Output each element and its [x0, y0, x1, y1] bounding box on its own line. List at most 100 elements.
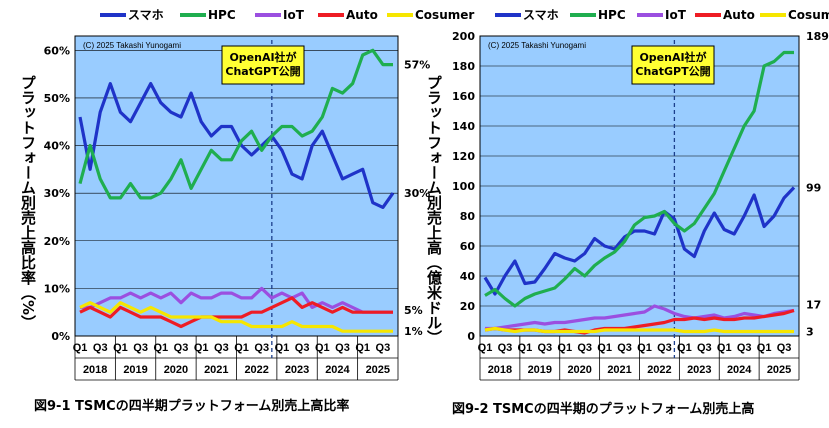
x-tick-label: Q1	[478, 342, 493, 354]
y-tick-label: 60%	[44, 44, 70, 57]
series-end-label: 30%	[404, 187, 430, 200]
x-year-label: 2018	[83, 364, 107, 376]
series-end-label: 57%	[404, 59, 430, 72]
series-end-label: 5%	[404, 304, 423, 317]
legend-label: Auto	[723, 8, 755, 22]
x-tick-label: Q3	[498, 342, 513, 354]
x-tick-label: Q3	[376, 342, 391, 354]
annotation-box	[221, 45, 305, 85]
figure-caption: 図9-1 TSMCの四半期プラットフォーム別売上高比率	[34, 398, 349, 414]
y-axis-label: プラットフォーム別売上高（億米ドル）	[425, 75, 443, 345]
x-year-label: 2021	[204, 364, 228, 376]
x-tick-label: Q3	[295, 342, 310, 354]
legend-label: IoT	[665, 8, 687, 22]
legend-label: HPC	[208, 8, 236, 22]
series-line-1	[484, 50, 794, 308]
x-year-label: 2022	[244, 364, 268, 376]
y-tick-label: 20%	[44, 235, 70, 248]
y-tick-label: 0%	[51, 330, 70, 343]
x-tick-label: Q3	[697, 342, 712, 354]
annotation-text: ChatGPT公開	[635, 65, 710, 78]
series-end-label: 1%	[404, 325, 423, 338]
x-year-label: 2019	[123, 364, 147, 376]
x-year-label: 2024	[325, 364, 350, 376]
x-tick-label: Q3	[537, 342, 552, 354]
x-tick-label: Q1	[717, 342, 732, 354]
x-tick-label: Q3	[577, 342, 592, 354]
y-tick-label: 180	[452, 60, 475, 73]
series-end-label: 189	[806, 30, 829, 43]
series-line-1	[78, 48, 393, 200]
x-tick-label: Q3	[617, 342, 632, 354]
x-year-label: 2021	[607, 364, 631, 376]
x-tick-label: Q3	[133, 342, 148, 354]
y-tick-label: 120	[452, 150, 475, 163]
x-tick-label: Q1	[73, 342, 88, 354]
legend-label: スマホ	[523, 8, 559, 22]
series-end-label: 99	[806, 182, 821, 195]
series-line-0	[78, 81, 395, 209]
x-tick-label: Q1	[518, 342, 533, 354]
series-line-3	[79, 296, 393, 329]
x-tick-label: Q1	[194, 342, 209, 354]
x-year-label: 2025	[366, 364, 390, 376]
figure-caption: 図9-2 TSMCの四半期のプラットフォーム別売上高	[452, 401, 754, 417]
y-tick-label: 40	[460, 270, 476, 283]
x-tick-label: Q3	[93, 342, 108, 354]
series-line-4	[79, 301, 393, 333]
y-tick-label: 40%	[44, 140, 70, 153]
legend-label: Auto	[346, 8, 378, 22]
annotation-text: ChatGPT公開	[225, 65, 300, 78]
x-year-label: 2023	[687, 364, 711, 376]
annotation-box	[631, 45, 715, 85]
series-line-0	[483, 186, 796, 296]
x-tick-label: Q3	[335, 342, 350, 354]
annotation-text: OpenAI社が	[229, 50, 296, 64]
y-axis-label: プラットフォーム別売上高比率（%）	[19, 75, 37, 330]
x-tick-label: Q1	[153, 342, 168, 354]
legend-label: Cosumer	[415, 8, 474, 22]
copyright-text: (C) 2025 Takashi Yunogami	[83, 41, 181, 50]
y-tick-label: 50%	[44, 92, 70, 105]
x-year-label: 2022	[647, 364, 671, 376]
x-year-label: 2023	[285, 364, 309, 376]
y-tick-label: 160	[452, 90, 475, 103]
x-tick-label: Q3	[657, 342, 672, 354]
y-tick-label: 30%	[44, 187, 70, 200]
x-tick-label: Q1	[757, 342, 772, 354]
y-tick-label: 60	[460, 240, 476, 253]
x-tick-label: Q1	[597, 342, 612, 354]
x-tick-label: Q3	[174, 342, 189, 354]
y-tick-label: 80	[460, 210, 476, 223]
x-tick-label: Q1	[234, 342, 249, 354]
legend-label: Cosumer	[788, 8, 829, 22]
y-tick-label: 0	[467, 330, 475, 343]
x-year-label: 2020	[567, 364, 591, 376]
x-tick-label: Q1	[355, 342, 370, 354]
chart-1: 0% 10% 20% 30% 40% 50% 60% Q1 Q3 2018 Q1 Q3 2019 Q1 Q3…	[19, 8, 474, 414]
x-tick-label: Q3	[214, 342, 229, 354]
x-year-label: 2025	[767, 364, 791, 376]
y-tick-label: 100	[452, 180, 475, 193]
x-tick-label: Q3	[254, 342, 269, 354]
x-tick-label: Q1	[315, 342, 330, 354]
x-tick-label: Q1	[557, 342, 572, 354]
y-tick-label: 140	[452, 120, 475, 133]
chart-2: 0 20 40 60 80 100 120 140 160 180 200 Q1 Q3 2018 Q1 Q3 2…	[425, 8, 829, 417]
y-tick-label: 10%	[44, 282, 70, 295]
x-tick-label: Q1	[677, 342, 692, 354]
series-line-2	[80, 286, 393, 314]
y-tick-label: 200	[452, 30, 475, 43]
x-year-label: 2019	[528, 364, 552, 376]
legend-label: スマホ	[128, 8, 164, 22]
x-year-label: 2024	[727, 364, 752, 376]
legend-label: HPC	[598, 8, 626, 22]
copyright-text: (C) 2025 Takashi Yunogami	[488, 41, 586, 50]
x-tick-label: Q1	[275, 342, 290, 354]
series-line-4	[484, 326, 794, 334]
x-tick-label: Q3	[737, 342, 752, 354]
x-year-label: 2018	[488, 364, 512, 376]
series-line-2	[485, 304, 795, 331]
series-end-label: 17	[806, 299, 821, 312]
